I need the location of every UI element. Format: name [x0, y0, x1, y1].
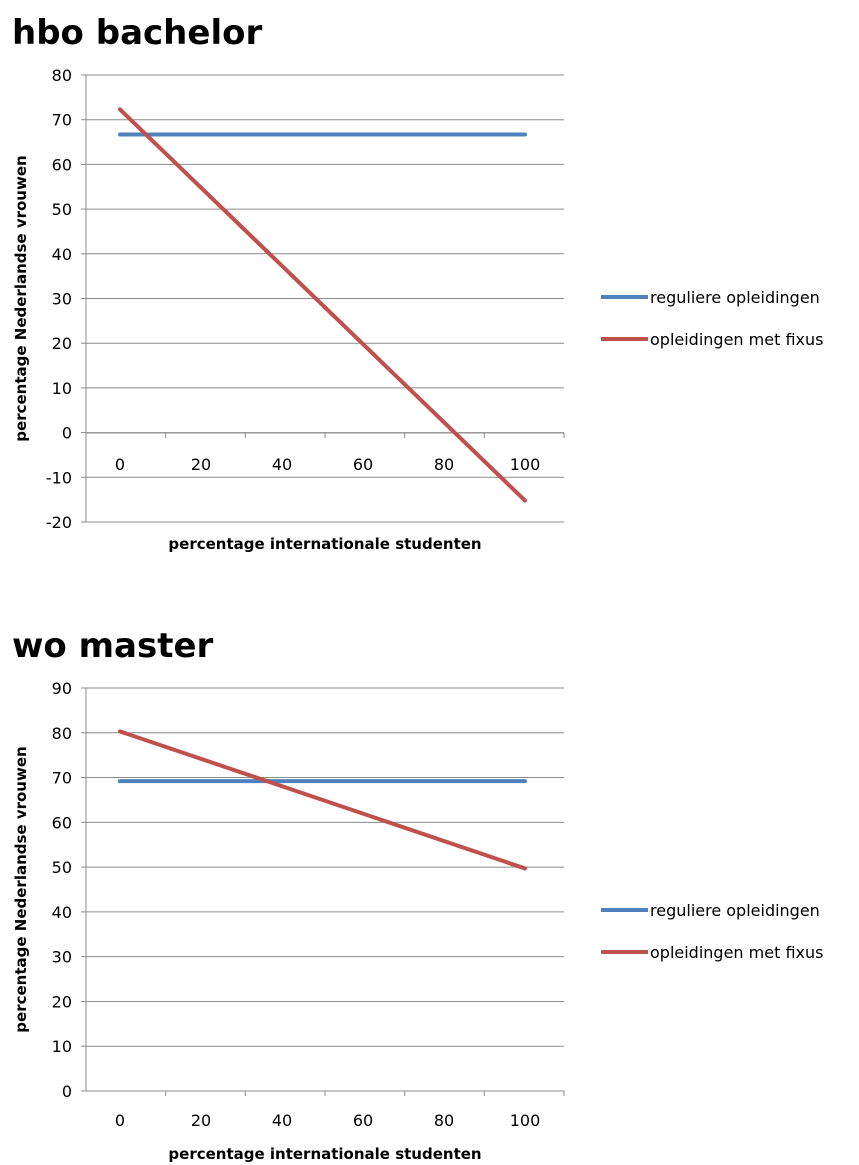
chart-2-x-tick-label: 20 [191, 1111, 211, 1130]
chart-1-legend-label-2: opleidingen met fixus [650, 330, 823, 349]
chart-2-legend-label-2: opleidingen met fixus [650, 943, 823, 962]
chart-2-y-tick-label: 30 [52, 948, 72, 967]
chart-1-x-tick-label: 0 [115, 455, 125, 474]
chart-1-x-tick-label: 40 [272, 455, 292, 474]
chart-1-x-axis-title: percentage internationale studenten [168, 535, 481, 553]
chart-2-y-tick-label: 80 [52, 724, 72, 743]
chart-2-y-tick-label: 60 [52, 813, 72, 832]
chart-1-y-tick-label: 50 [52, 200, 72, 219]
chart-1-y-tick-label: 80 [52, 66, 72, 85]
chart-2-series-line-2 [120, 731, 525, 868]
chart-1-y-tick-label: 30 [52, 290, 72, 309]
chart-1-y-tick-label: 10 [52, 379, 72, 398]
chart-2-x-tick-label: 60 [353, 1111, 373, 1130]
chart-1-legend-label-1: reguliere opleidingen [650, 288, 820, 307]
chart-1-x-tick-label: 80 [434, 455, 454, 474]
chart-1-y-tick-label: 70 [52, 111, 72, 130]
chart-1-series-line-2 [120, 109, 525, 500]
chart-1-y-tick-label: -20 [46, 513, 72, 532]
chart-1-title: hbo bachelor [12, 13, 262, 53]
chart-1-x-tick-label: 20 [191, 455, 211, 474]
chart-2-title: wo master [12, 626, 214, 666]
chart-2-legend-label-1: reguliere opleidingen [650, 901, 820, 920]
chart-1-y-tick-label: 40 [52, 245, 72, 264]
chart-2-y-tick-label: 90 [52, 679, 72, 698]
chart-2-y-tick-label: 10 [52, 1037, 72, 1056]
chart-1-x-tick-label: 100 [510, 455, 541, 474]
chart-2-y-tick-label: 40 [52, 903, 72, 922]
chart-1-y-tick-label: 0 [62, 424, 72, 443]
chart-2-y-tick-label: 20 [52, 992, 72, 1011]
chart-1-y-tick-label: 60 [52, 155, 72, 174]
chart-2-y-tick-label: 0 [62, 1082, 72, 1101]
chart-2-y-tick-label: 70 [52, 769, 72, 788]
chart-1-y-axis-title: percentage Nederlandse vrouwen [12, 155, 30, 441]
chart-2-x-axis-title: percentage internationale studenten [168, 1145, 481, 1163]
chart-2-y-axis-title: percentage Nederlandse vrouwen [12, 746, 30, 1032]
chart-2-x-tick-label: 100 [510, 1111, 541, 1130]
chart-2-y-tick-label: 50 [52, 858, 72, 877]
chart-2-x-tick-label: 0 [115, 1111, 125, 1130]
chart-1-y-tick-label: 20 [52, 334, 72, 353]
chart-1-x-tick-label: 60 [353, 455, 373, 474]
chart-2-x-tick-label: 40 [272, 1111, 292, 1130]
chart-1-y-tick-label: -10 [46, 468, 72, 487]
chart-2-x-tick-label: 80 [434, 1111, 454, 1130]
